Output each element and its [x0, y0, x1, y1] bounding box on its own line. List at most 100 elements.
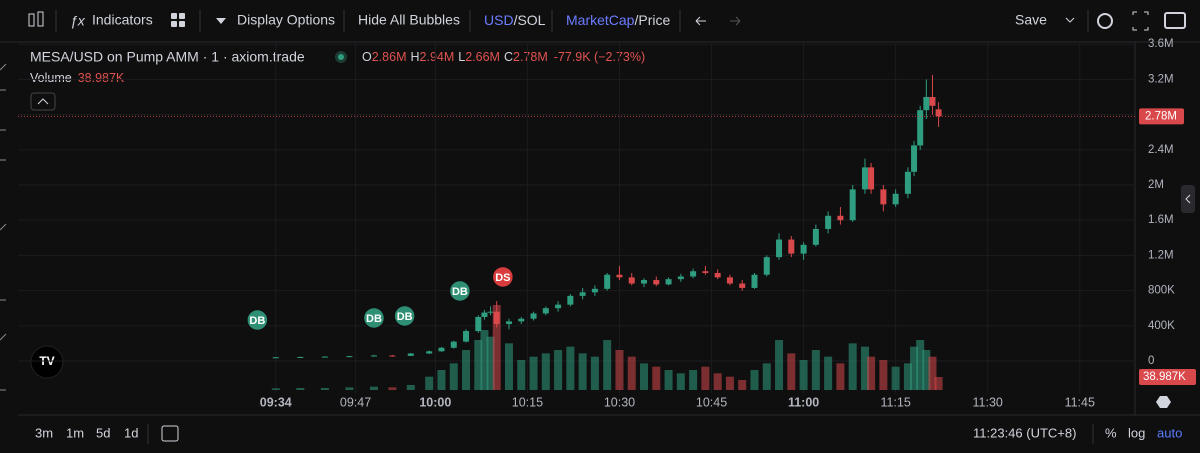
range-1m[interactable]: 1m	[66, 425, 84, 440]
c-key: C	[504, 50, 513, 64]
trade-bubble[interactable]	[362, 306, 386, 330]
volume-bar	[449, 363, 458, 390]
volume-bar	[762, 363, 771, 390]
volume-bar	[811, 350, 820, 390]
fullscreen-button[interactable]	[1132, 11, 1149, 31]
range-3m[interactable]: 3m	[35, 425, 53, 440]
candle-body	[763, 257, 770, 275]
volume-bar	[867, 356, 876, 390]
screenshot-button[interactable]	[1164, 12, 1186, 29]
candle-body	[665, 279, 672, 285]
volume-bar	[517, 360, 526, 390]
goto-date[interactable]	[161, 425, 179, 442]
save-menu[interactable]	[1065, 17, 1075, 23]
candle-body	[493, 311, 500, 325]
volume-bar	[437, 370, 446, 390]
percent-toggle[interactable]: %	[1105, 425, 1117, 440]
indicators-button[interactable]: Indicators	[92, 12, 153, 28]
candle-body	[641, 280, 648, 284]
candle-body	[346, 356, 353, 358]
candle-body	[849, 189, 856, 221]
y-tick-label: 2.4M	[1148, 144, 1174, 156]
o-key: O	[362, 50, 372, 64]
volume-bar	[406, 385, 415, 390]
currency-toggle[interactable]: USD/SOL	[484, 12, 546, 28]
trade-bubble[interactable]	[246, 308, 269, 332]
side-panel-toggle[interactable]	[1181, 185, 1195, 213]
trade-bubble[interactable]	[448, 279, 472, 303]
undo-button[interactable]	[695, 16, 706, 26]
currency-usd[interactable]: USD	[484, 12, 514, 28]
volume-bar	[640, 363, 649, 390]
candle-icon[interactable]	[28, 11, 44, 27]
candle-body	[935, 109, 942, 117]
candle-body	[892, 193, 899, 205]
volume-bar	[664, 370, 673, 390]
candle-body	[837, 215, 844, 221]
volume-bar	[296, 388, 305, 390]
currency-sol[interactable]: /SOL	[514, 12, 546, 28]
redo-button[interactable]	[730, 16, 741, 26]
mode-price[interactable]: /Price	[634, 12, 670, 28]
range-5d[interactable]: 5d	[96, 425, 110, 440]
trade-bubble[interactable]	[393, 304, 416, 328]
candle-body	[880, 189, 887, 205]
range-1d[interactable]: 1d	[124, 425, 138, 440]
volume-bar	[750, 370, 759, 390]
volume-bar	[775, 340, 784, 390]
trade-bubble[interactable]	[491, 265, 515, 289]
hide-bubbles-button[interactable]: Hide All Bubbles	[358, 12, 460, 28]
mode-toggle[interactable]: MarketCap/Price	[566, 12, 670, 28]
candle-body	[426, 351, 433, 354]
volume-bar	[922, 350, 931, 390]
candle-body	[739, 283, 746, 288]
candle-body	[800, 244, 807, 254]
volume-bar	[615, 350, 624, 390]
log-toggle[interactable]: log	[1128, 425, 1145, 440]
x-tick-label: 11:30	[973, 395, 1003, 409]
x-tick-label: 11:45	[1065, 395, 1095, 409]
close-value: 2.78M	[513, 50, 548, 64]
candle-body	[788, 239, 795, 254]
display-options-button[interactable]: Display Options	[237, 12, 335, 28]
bubble-label: DS	[495, 272, 510, 284]
left-toolbar[interactable]	[0, 63, 7, 391]
volume-bar	[271, 388, 280, 390]
save-button[interactable]: Save	[1015, 12, 1047, 28]
volume-bar	[824, 356, 833, 390]
collapse-legend[interactable]	[30, 92, 56, 111]
candle-body	[579, 292, 586, 296]
volume-bar	[928, 356, 937, 390]
auto-toggle[interactable]: auto	[1157, 425, 1182, 440]
axis-settings[interactable]	[1156, 396, 1171, 408]
open-value: 2.86M	[372, 50, 407, 64]
layout-icon[interactable]	[171, 13, 185, 27]
candle-body	[923, 96, 930, 111]
settings-button[interactable]	[1097, 13, 1113, 29]
y-tick-label: 2M	[1148, 179, 1164, 191]
candle-body	[616, 274, 623, 278]
volume-bar	[320, 388, 329, 390]
volume-bar	[676, 373, 685, 390]
candle-body	[542, 308, 549, 314]
high-value: 2.94M	[420, 50, 455, 64]
mode-marketcap[interactable]: MarketCap	[566, 12, 635, 28]
candle-body	[463, 331, 470, 342]
y-tick-label: 3.2M	[1148, 73, 1174, 85]
candle-body	[555, 304, 562, 309]
volume-value: 38.987K	[78, 71, 125, 85]
tv-logo[interactable]: TV	[30, 345, 64, 379]
l-key: L	[458, 50, 465, 64]
last-price-tag	[1139, 108, 1184, 125]
volume-bar	[848, 343, 857, 390]
fx-icon[interactable]: ƒx	[70, 13, 86, 29]
x-tick-label: 09:47	[340, 395, 371, 409]
y-tick-label: 0	[1148, 355, 1154, 367]
volume-bar	[566, 346, 575, 390]
candle-body	[370, 355, 377, 357]
volume-bar	[480, 330, 489, 390]
x-tick-label: 10:30	[604, 395, 635, 409]
y-tick-label: 3.6M	[1148, 38, 1174, 50]
bubble-label: DB	[397, 311, 413, 323]
candle-body	[297, 356, 304, 358]
